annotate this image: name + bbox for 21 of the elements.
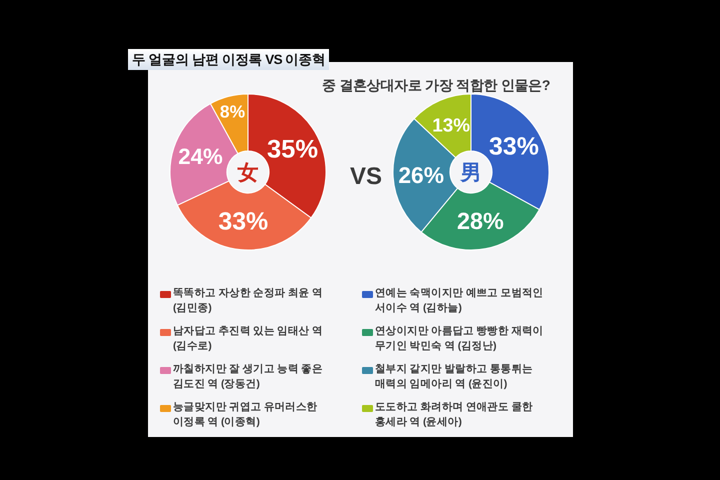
value-label: 24% xyxy=(178,144,223,170)
value-label: 28% xyxy=(456,208,504,234)
legend-label: 연상이지만 아름답고 빵빵한 재력이 무기인 박민숙 역 (김정난) xyxy=(375,324,544,354)
annotation: 두 얼굴의 남편 이정록 VS 이종혁 xyxy=(128,49,330,70)
legend-label: 철부지 같지만 발랄하고 통통튀는 매력의 임메아리 역 (윤진이) xyxy=(375,362,534,392)
legend-label: 연예는 숙맥이지만 예쁘고 모범적인 서이수 역 (김하늘) xyxy=(375,286,544,316)
value-label: 13% xyxy=(432,116,470,137)
annotation: VS xyxy=(350,162,382,192)
legend-label: 도도하고 화려하며 연애관도 쿨한 홍세라 역 (윤세아) xyxy=(375,400,534,430)
legend-label: 남자답고 추진력 있는 임태산 역 (김수로) xyxy=(173,324,324,354)
legend-label: 똑똑하고 자상한 순정파 최윤 역 (김민종) xyxy=(173,286,324,316)
value-label: 8% xyxy=(220,102,246,122)
value-label: 35% xyxy=(266,135,318,164)
value-label: 33% xyxy=(489,132,539,161)
value-label: 26% xyxy=(398,162,444,188)
title: 중 결혼상대자로 가장 적합한 인물은? xyxy=(322,76,550,94)
legend-label: 까칠하지만 잘 생기고 능력 좋은 김도진 역 (장동건) xyxy=(173,362,324,392)
annotation: 男 xyxy=(460,162,482,184)
legend-label: 능글맞지만 귀엽고 유머러스한 이정록 역 (이종혁) xyxy=(173,400,318,430)
value-label: 33% xyxy=(218,208,268,236)
annotation: 女 xyxy=(238,162,258,184)
